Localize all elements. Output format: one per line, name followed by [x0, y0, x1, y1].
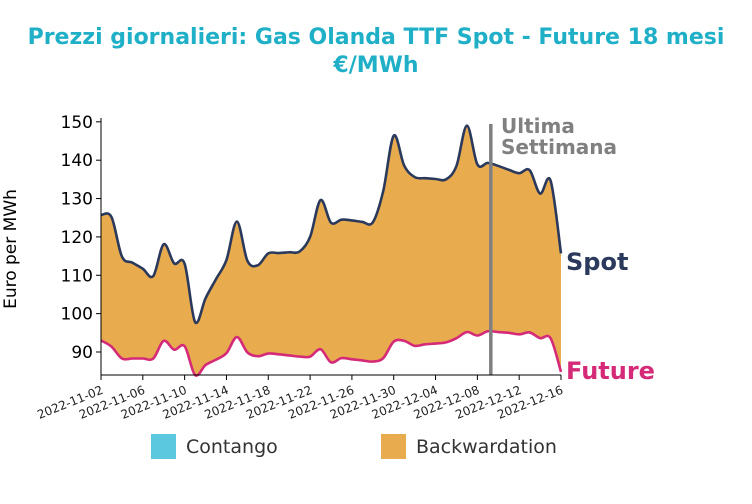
chart-title-line2: €/MWh	[333, 53, 419, 78]
y-tick-label: 90	[71, 343, 93, 363]
legend-swatch-contango	[151, 434, 176, 459]
y-tick-label: 100	[61, 305, 93, 325]
x-tick-labels: 2022-11-022022-11-062022-11-102022-11-14…	[35, 375, 565, 422]
spot-line	[100, 124, 563, 325]
chart-title-line1: Prezzi giornalieri: Gas Olanda TTF Spot …	[27, 25, 725, 50]
last-week-annotation-line2: Settimana	[501, 135, 617, 159]
legend-label-backwardation: Backwardation	[416, 436, 557, 458]
fill-areas	[101, 125, 561, 376]
y-tick-labels: 90 100 110 120 130 140 150	[61, 113, 101, 363]
y-tick-label: 110	[61, 266, 93, 286]
legend-label-contango: Contango	[186, 436, 278, 458]
last-week-annotation-line1: Ultima	[501, 114, 575, 138]
series-label-spot: Spot	[566, 248, 628, 276]
axes	[100, 118, 561, 376]
future-line	[100, 329, 563, 377]
backwardation-area	[101, 125, 561, 376]
series-lines	[100, 124, 563, 377]
y-tick-label: 120	[61, 228, 93, 248]
y-tick-label: 150	[61, 113, 93, 133]
legend-swatch-backwardation	[381, 434, 406, 459]
y-axis-label: Euro per MWh	[1, 189, 21, 309]
series-label-future: Future	[566, 357, 655, 385]
legend: Contango Backwardation	[151, 434, 557, 459]
y-tick-label: 130	[61, 190, 93, 210]
y-tick-label: 140	[61, 151, 93, 171]
chart-title: Prezzi giornalieri: Gas Olanda TTF Spot …	[0, 24, 752, 80]
